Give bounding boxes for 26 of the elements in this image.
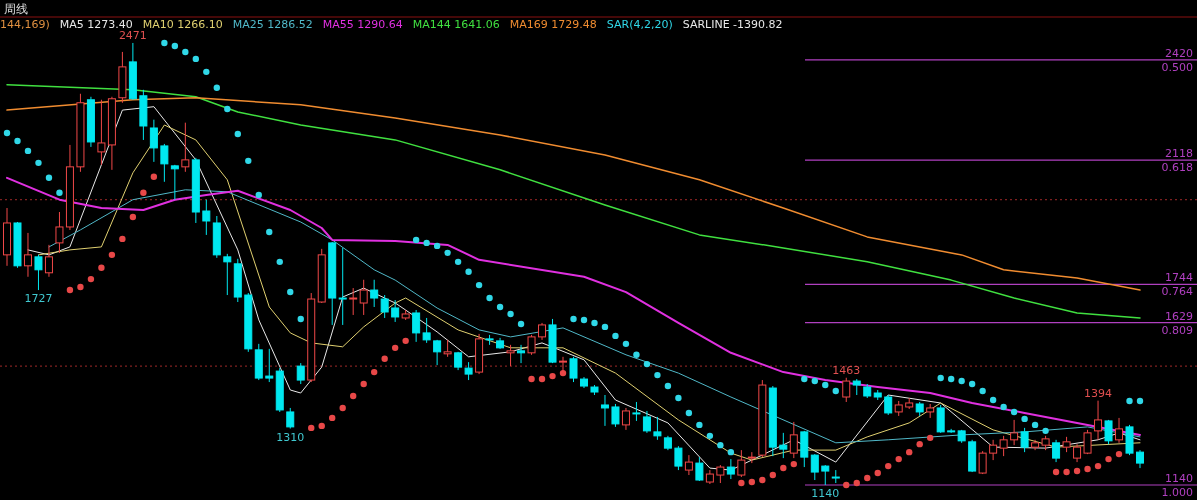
text: SAR(4,2,20) [606,18,673,31]
chart-title: 周线 [4,2,28,16]
text: MA10 1266.10 [142,18,223,31]
ref-line-label: 1629 [1165,309,1193,323]
ref-line-label: 2420 [1165,46,1193,60]
text: SARLINE -1390.82 [682,18,783,31]
annotation: 2471 [118,28,147,42]
annotation: 0.764 [1161,285,1193,299]
text: MA25 1286.52 [232,18,313,31]
text: MA5 1273.40 [59,18,133,31]
annotation: 1727 [24,292,53,306]
ref-line-label: 2118 [1165,147,1193,161]
annotation: 1140 [811,487,840,500]
annotation: 1394 [1084,386,1113,400]
annotation: 0.500 [1161,60,1193,74]
ref-line-label: 1140 [1165,472,1193,486]
annotation: 1.000 [1161,486,1193,500]
text: 144,169) [0,18,50,31]
annotation: 0.809 [1161,323,1193,337]
annotation: 1463 [832,363,861,377]
ref-line-label: 1744 [1165,271,1193,285]
text: MA55 1290.64 [322,18,403,31]
text: MA169 1729.48 [509,18,597,31]
annotation: 1310 [276,430,305,444]
annotation: 0.618 [1161,161,1193,175]
text: MA144 1641.06 [412,18,500,31]
